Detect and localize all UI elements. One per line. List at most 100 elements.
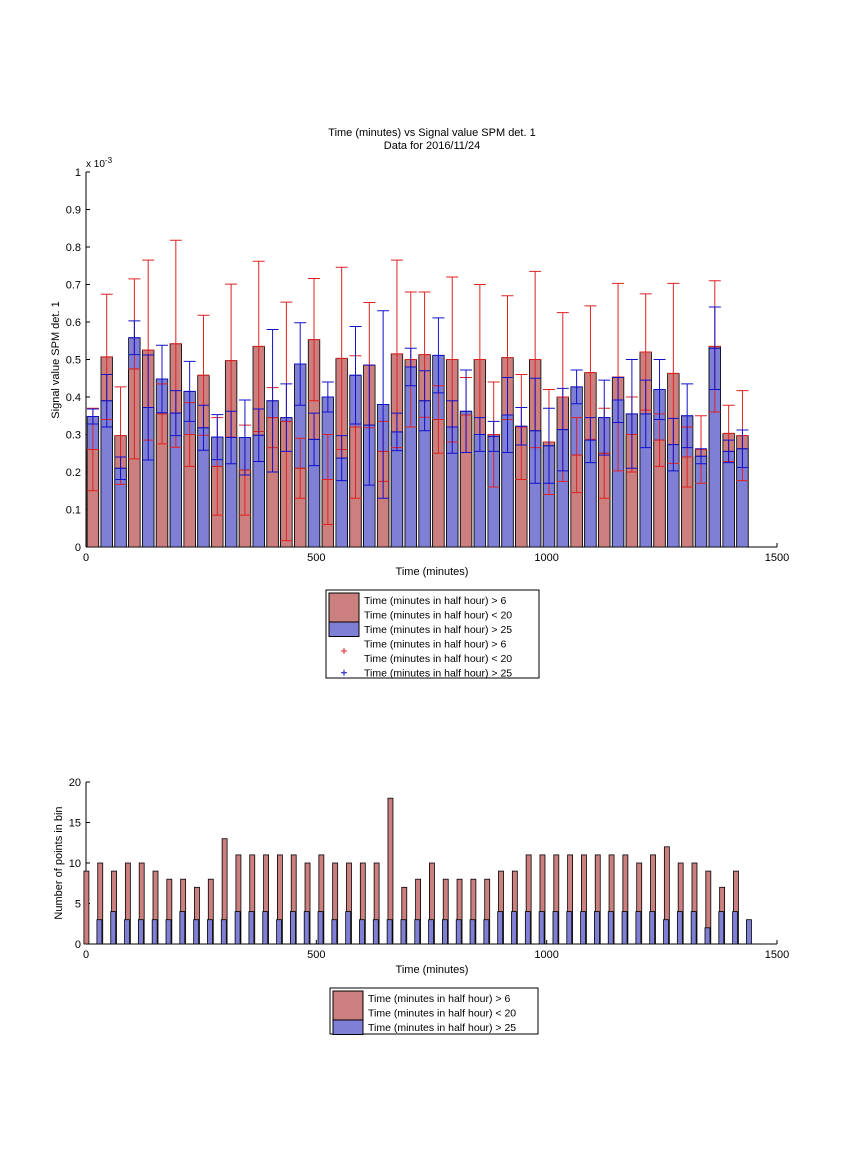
chart2-legend-label: Time (minutes in half hour) > 6: [368, 993, 510, 1005]
chart2-bar-series2: [110, 911, 117, 945]
chart1-y-tick-label: 0.6: [66, 317, 81, 329]
chart1-legend: Time (minutes in half hour) > 6 Time (min…: [325, 589, 540, 680]
chart2-bar-series2: [303, 911, 310, 945]
chart2-bar-series2: [497, 911, 504, 945]
chart1-y-exponent-power: -3: [105, 156, 113, 165]
chart2-x-tick-label: 1000: [534, 949, 558, 961]
chart2-bar-series2: [345, 911, 352, 945]
chart1-y-tick-label: 0.2: [66, 467, 81, 479]
chart1-y-tick-label: 0.1: [66, 505, 81, 517]
chart2-plot: 0 500 1000 1500 0 5 10 15 20: [69, 777, 789, 961]
chart2-legend: Time (minutes in half hour) > 6 Time (min…: [329, 987, 539, 1035]
chart2-legend-box: [329, 987, 539, 1035]
chart1-y-exponent-base: x 10: [86, 159, 105, 170]
chart1-xlabel: Time (minutes): [396, 566, 469, 578]
chart2-bar-series2: [594, 911, 600, 945]
chart2-bar-series2: [663, 919, 669, 945]
chart2-bar-series2: [732, 911, 739, 945]
chart2-bar-series2: [442, 919, 448, 945]
chart1-y-tick-label: 0.5: [66, 355, 81, 367]
chart2-bar-series2: [538, 911, 545, 945]
chart1-legend-label: Time (minutes in half hour) > 6: [364, 595, 506, 607]
chart2-bar-series2: [331, 919, 338, 945]
chart1-y-tick-label: 0.8: [66, 242, 81, 254]
chart2-bar-series2: [220, 919, 227, 945]
chart2-legend-label: Time (minutes in half hour) < 20: [368, 1008, 516, 1020]
chart1-subtitle: Data for 2016/11/24: [384, 140, 480, 152]
chart1-y-tick-label: 0: [75, 542, 81, 554]
chart1-legend-label: Time (minutes in half hour) > 25: [364, 668, 512, 680]
chart1-y-tick-label: 0.7: [66, 280, 81, 292]
chart1-x-tick-label: 1500: [765, 552, 789, 564]
chart2-bar-series2: [137, 919, 144, 945]
chart2-bar-series2: [248, 911, 255, 945]
chart2-bar-series2: [262, 911, 269, 945]
chart2-bar-series2: [124, 919, 130, 945]
chart2-bar-series2: [524, 911, 531, 945]
chart2-bar-series2: [704, 927, 711, 945]
chart2-y-tick-label: 5: [75, 899, 81, 911]
chart2-bar-series2: [165, 919, 172, 945]
chart2-y-tick-label: 10: [69, 858, 81, 870]
chart2-bar-series2: [469, 919, 476, 945]
chart2-ylabel: Number of points in bin: [53, 806, 65, 919]
chart2-y-tick-label: 20: [69, 777, 81, 789]
chart2-xlabel: Time (minutes): [396, 964, 469, 976]
chart2-bar-series2: [96, 919, 103, 945]
chart2-bar-series2: [276, 919, 282, 945]
chart1-title: Time (minutes) vs Signal value SPM det. …: [328, 127, 535, 139]
chart1-y-tick-label: 0.9: [66, 205, 81, 217]
chart2-bar-series2: [414, 919, 421, 945]
chart1-y-tick-label: 1: [75, 167, 81, 179]
chart2-bar-series2: [690, 911, 697, 945]
chart1-plot: 0 500 1000 1500 0 0.1 0.2 0.3 0.4 0.5 0.6 0.7 0.8 0.9…: [66, 167, 790, 564]
chart1-bar-series2: [722, 450, 735, 548]
chart2-bar-series2: [151, 919, 158, 945]
chart2-bar-series2: [649, 911, 656, 945]
chart2-bar-series2: [234, 911, 241, 945]
chart2-bar-series2: [428, 919, 434, 945]
chart1-legend-label: Time (minutes in half hour) > 6: [364, 639, 506, 651]
chart2-bar-series2: [289, 911, 296, 945]
chart1-y-tick-label: 0.4: [66, 392, 81, 404]
chart2-bar-series2: [676, 911, 683, 945]
chart2-bar-series2: [193, 919, 200, 945]
chart2-bar-series2: [621, 911, 628, 945]
chart2-bar-series2: [566, 911, 573, 945]
chart1-legend-label: Time (minutes in half hour) > 25: [364, 624, 512, 636]
chart1-ylabel: Signal value SPM det. 1: [50, 301, 62, 418]
chart2-x-tick-label: 0: [83, 949, 89, 961]
chart2-bar-series2: [179, 911, 186, 945]
chart2-x-tick-label: 1500: [765, 949, 789, 961]
chart1-legend-swatch: [328, 592, 360, 623]
chart2-bar-series2: [718, 911, 725, 945]
chart1-y-tick-label: 0.3: [66, 430, 81, 442]
chart1-x-tick-label: 0: [83, 552, 89, 564]
chart2-y-tick-label: 15: [69, 818, 81, 830]
chart2-bar-series2: [372, 919, 379, 945]
chart2-bar-series2: [483, 919, 490, 945]
chart2-legend-label: Time (minutes in half hour) > 25: [368, 1022, 516, 1034]
chart2-bar-series2: [359, 919, 365, 945]
chart2-bar-series2: [635, 911, 642, 945]
chart1-x-tick-label: 1000: [534, 552, 558, 564]
chart2-x-tick-label: 500: [307, 949, 325, 961]
chart1-x-tick-label: 500: [307, 552, 325, 564]
chart2-y-tick-label: 0: [75, 939, 81, 951]
chart1-legend-swatch: [328, 621, 360, 637]
chart1-y-exponent: x 10-3: [86, 156, 113, 170]
chart1-legend-label: Time (minutes in half hour) < 20: [364, 610, 512, 622]
chart2-bar-series2: [317, 911, 324, 945]
chart2-bar-series2: [607, 911, 614, 945]
chart1-legend-box: [325, 589, 540, 679]
chart2-legend-swatch: [332, 990, 364, 1021]
chart2-bar-series2: [580, 911, 587, 945]
chart2-bar-series2: [552, 911, 559, 945]
chart2-bar-series2: [400, 919, 407, 945]
chart2-bar-series1: [83, 870, 90, 945]
chart2-bar-series2: [207, 919, 213, 945]
chart2-bar-series2: [386, 919, 393, 945]
chart1-legend-label: Time (minutes in half hour) < 20: [364, 653, 512, 665]
chart2-legend-swatch: [332, 1019, 364, 1035]
